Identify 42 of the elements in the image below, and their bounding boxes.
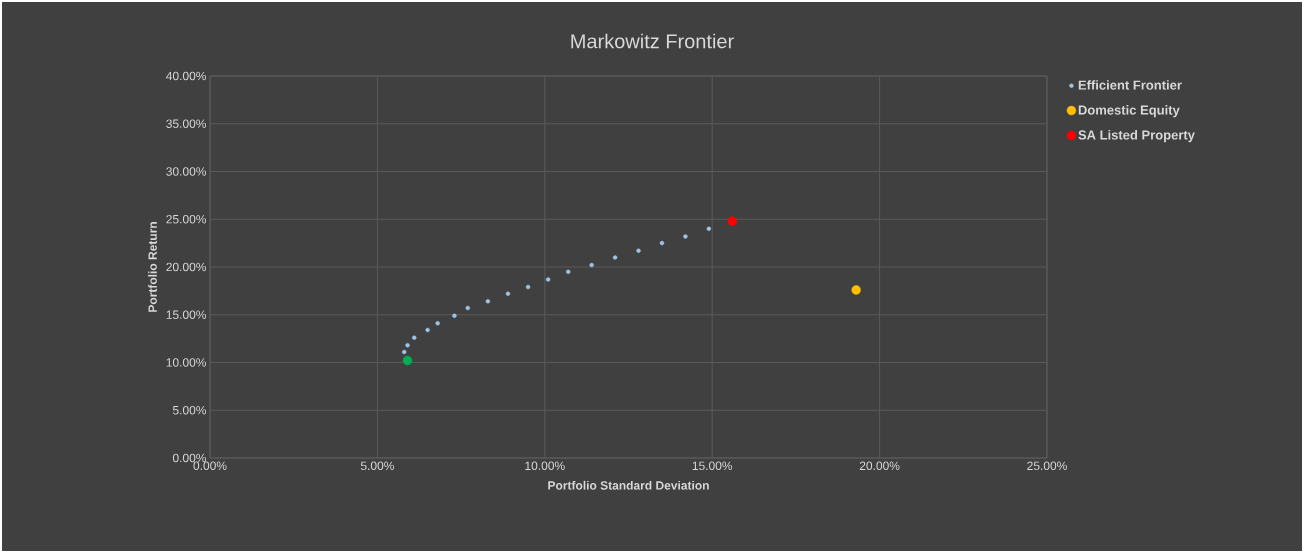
x-tick-label: 20.00% [859, 461, 900, 471]
point [706, 226, 712, 231]
y-tick-label: 10.00% [166, 358, 207, 367]
point [566, 269, 571, 274]
point [465, 305, 470, 311]
point [402, 355, 413, 366]
point [683, 234, 688, 239]
y-tick-label: 40.00% [166, 71, 207, 81]
x-axis-title: Portfolio Standard Deviation [548, 480, 709, 490]
y-tick-label: 30.00% [166, 167, 207, 176]
x-tick-label: 15.00% [692, 461, 733, 471]
point [659, 240, 665, 246]
point [505, 291, 511, 296]
point [401, 349, 407, 355]
point [636, 248, 641, 253]
point [545, 277, 551, 282]
point [851, 285, 861, 295]
point [525, 284, 531, 290]
y-tick-label: 5.00% [172, 405, 207, 415]
x-tick-label: 0.00% [193, 461, 227, 471]
point [412, 335, 417, 340]
y-tick-label: 0.00% [172, 453, 207, 463]
point [452, 313, 457, 318]
point [727, 216, 737, 226]
point [589, 262, 594, 268]
x-tick-label: 5.00% [360, 461, 394, 471]
point [612, 255, 618, 260]
legend-label: SA Listed Property [1078, 130, 1195, 143]
legend-label: Efficient Frontier [1078, 80, 1182, 90]
chart-title: Markowitz Frontier [571, 33, 734, 49]
y-tick-label: 15.00% [166, 310, 207, 319]
legend-label: Domestic Equity [1078, 105, 1180, 118]
y-tick-label: 25.00% [166, 215, 207, 224]
point [485, 299, 491, 304]
point [405, 343, 410, 348]
y-axis-title: Portfolio Return [148, 222, 157, 312]
y-tick-label: 35.00% [166, 119, 207, 128]
point [425, 327, 430, 333]
x-tick-label: 10.00% [525, 461, 565, 471]
x-tick-label: 25.00% [1027, 461, 1067, 471]
point [435, 321, 440, 326]
y-tick-label: 20.00% [166, 262, 207, 272]
